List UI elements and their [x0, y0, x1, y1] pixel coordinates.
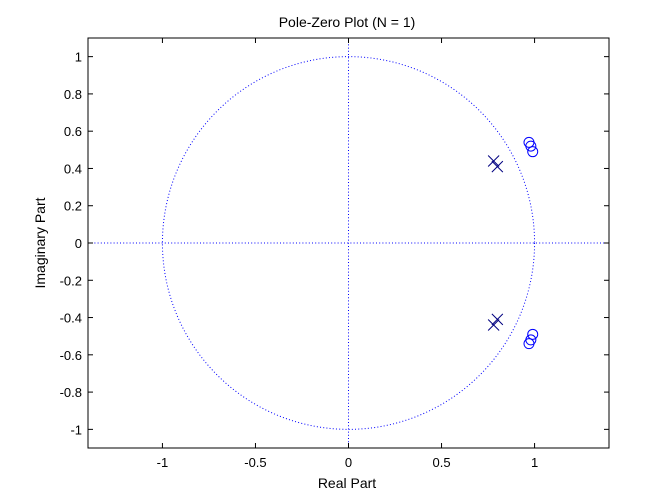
pole-marker: [491, 313, 504, 326]
pole-marker: [487, 319, 500, 331]
zero-marker: [527, 146, 539, 158]
zero-marker: [527, 328, 539, 340]
y-tick-label: -1: [70, 422, 82, 437]
y-axis-ticks: -1 -0.8 -0.6 -0.4 -0.2 0 0.2 0.4 0.6 0.8 1: [60, 50, 609, 437]
x-axis-label: Real Part: [318, 475, 376, 491]
pole-marker: [491, 160, 504, 173]
x-tick-label: 1: [531, 455, 538, 470]
zero-marker: [525, 140, 537, 152]
y-tick-label: 0: [75, 236, 82, 251]
y-tick-label: -0.6: [60, 348, 82, 363]
y-tick-label: 0.6: [64, 124, 82, 139]
y-tick-label: 0.4: [64, 161, 82, 176]
x-axis-ticks: -1 -0.5 0 0.5 1: [157, 38, 538, 470]
y-tick-label: 1: [75, 50, 82, 65]
y-tick-label: -0.4: [60, 311, 82, 326]
plot-area: [87, 37, 610, 449]
zero-marker: [523, 338, 535, 350]
x-tick-label: 0.5: [432, 455, 450, 470]
y-tick-label: -0.8: [60, 385, 82, 400]
x-tick-label: -0.5: [244, 455, 266, 470]
pole-marker: [487, 155, 500, 167]
y-axis-label: Imaginary Part: [32, 197, 48, 288]
x-tick-label: 0: [345, 455, 352, 470]
y-tick-label: 0.8: [64, 87, 82, 102]
y-tick-label: -0.2: [60, 273, 82, 288]
chart-title: Pole-Zero Plot (N = 1): [279, 14, 416, 30]
zeros-series: [523, 136, 539, 350]
x-tick-label: -1: [157, 455, 169, 470]
poles-series: [487, 155, 504, 331]
unit-circle: [161, 56, 536, 430]
y-tick-label: 0.2: [64, 199, 82, 214]
